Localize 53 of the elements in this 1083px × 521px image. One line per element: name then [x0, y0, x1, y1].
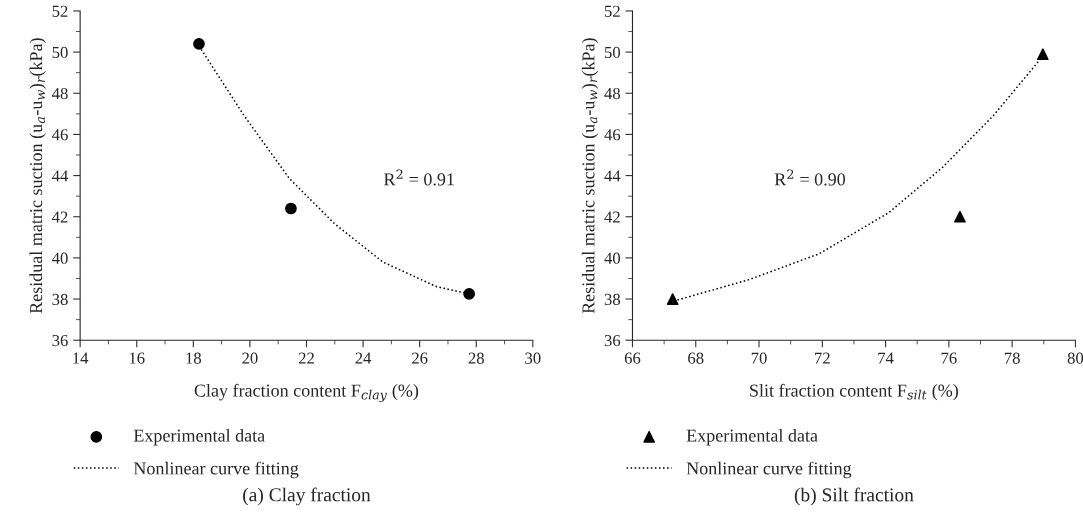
y-tick-label: 42	[604, 211, 620, 223]
y-tick-label: 42	[52, 211, 68, 223]
y-tick-label: 48	[604, 87, 621, 100]
x-tick-label: 20	[242, 352, 258, 364]
point	[666, 293, 679, 305]
x-tick-label: 74	[878, 352, 894, 364]
y-tick-label: 38	[604, 293, 621, 305]
x-tick-label: 76	[941, 352, 957, 364]
annotation: R$^{2}$ = 0.90	[774, 169, 846, 186]
y-tick-label: 50	[52, 46, 68, 59]
x-tick-label: 66	[624, 352, 641, 364]
x-tick-label: 80	[1067, 352, 1083, 364]
text: (a) Clay fraction	[243, 487, 371, 506]
y-tick-label: 38	[52, 293, 68, 305]
y-tick-label: 50	[604, 46, 621, 59]
legend-label: Experimental data	[686, 429, 818, 446]
y-tick-label: 52	[52, 5, 68, 17]
y-axis-title: Residual matric suction (u$_{a}$-u$_{w}$)$_{r}$(kPa)	[29, 38, 46, 314]
legend-label: Nonlinear curve fitting	[133, 461, 299, 479]
y-axis-title: Residual matric suction (u$_{a}$-u$_{w}$)$_{r}$(kPa)	[581, 38, 599, 314]
y-tick-label: 44	[604, 170, 621, 182]
y-tick-label: 44	[52, 170, 69, 182]
point	[463, 288, 476, 300]
point	[285, 202, 297, 215]
annotation: R$^{2}$ = 0.91	[383, 169, 454, 186]
x-tick-label: 72	[815, 352, 830, 364]
y-tick-label: 40	[52, 252, 68, 264]
text: (b) Silt fraction	[794, 487, 914, 506]
x-tick-label: 30	[525, 352, 541, 364]
x-tick-label: 14	[73, 352, 89, 364]
x-tick-label: 26	[412, 352, 428, 364]
point	[954, 210, 966, 223]
x-axis-title: Slit fraction content F$_{silt}$ (%)	[750, 383, 958, 401]
legend-label: Experimental data	[133, 429, 265, 446]
x-tick-label: 70	[751, 352, 767, 364]
x-tick-label: 24	[355, 352, 372, 364]
x-tick-label: 68	[688, 352, 704, 364]
y-tick-label: 48	[52, 87, 68, 100]
y-tick-label: 46	[604, 129, 621, 141]
point	[193, 38, 205, 50]
x-tick-label: 22	[298, 352, 314, 364]
x-tick-label: 18	[186, 352, 202, 364]
x-tick-label: 78	[1004, 352, 1020, 364]
legend-label: Nonlinear curve fitting	[686, 461, 852, 479]
y-tick-label: 46	[52, 129, 68, 141]
y-tick-label: 36	[604, 334, 621, 347]
y-tick-label: 40	[604, 252, 621, 264]
y-tick-label: 36	[52, 334, 68, 347]
x-tick-label: 28	[468, 352, 484, 364]
x-axis-title: Clay fraction content F$_{clay}$ (%)	[194, 383, 419, 403]
y-tick-label: 52	[604, 5, 620, 17]
x-tick-label: 16	[129, 352, 145, 364]
point	[1036, 48, 1049, 61]
